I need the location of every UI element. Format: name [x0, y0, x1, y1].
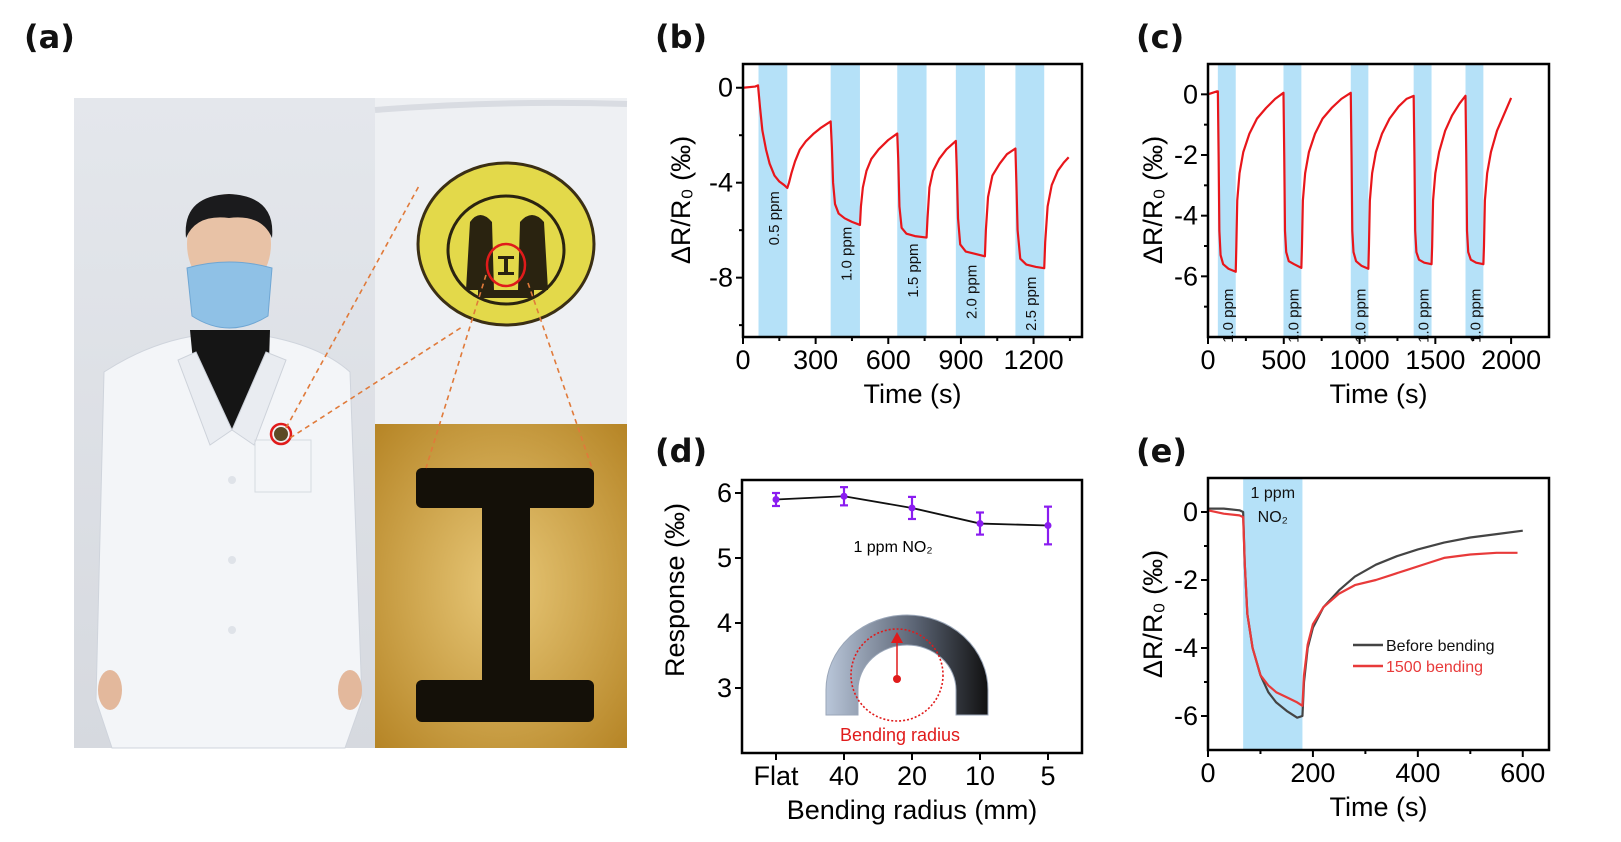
i-beam-zoom-photo: [375, 424, 627, 748]
data-point: [840, 492, 848, 500]
inset-label: Bending radius: [840, 725, 960, 745]
center-dot-icon: [893, 675, 901, 683]
x-axis-label: Time (s): [1330, 379, 1428, 409]
x-tick-label: 600: [866, 345, 911, 375]
y-tick-label: 4: [717, 608, 732, 638]
badge-photo: [374, 98, 628, 424]
bending-circle-icon: [850, 628, 944, 722]
bending-inset: Bending radius: [825, 614, 989, 745]
band-label: 1.0 ppm: [1353, 289, 1370, 343]
x-tick-label: 5: [1040, 761, 1055, 791]
x-axis-label: Time (s): [1330, 792, 1428, 822]
y-tick-label: 6: [717, 478, 732, 508]
series-line: [1207, 90, 1513, 273]
x-tick-label: 10: [965, 761, 995, 791]
y-tick-label: -6: [1174, 701, 1198, 731]
chart-panel-b: 0.5 ppm 1.0 ppm 1.5 ppm 2.0 ppm 2.5 ppm 0 300 6…: [666, 62, 1084, 409]
band-label: 2.5 ppm: [1023, 277, 1040, 331]
annotation-gas: 1 ppm NO₂: [853, 539, 932, 556]
x-tick-label: 40: [829, 761, 859, 791]
bent-sensor-arch-icon: [825, 614, 989, 716]
exposure-band: [955, 64, 985, 337]
zoom-connector-lines: [285, 183, 593, 469]
band-label: 1.5 ppm: [905, 243, 922, 297]
exposure-band: [1350, 64, 1369, 337]
x-tick-label: Flat: [753, 761, 799, 791]
legend-label: Before bending: [1386, 638, 1495, 655]
y-tick-label: 0: [718, 73, 733, 103]
y-axis-label: ΔR/R₀ (‰): [1138, 550, 1168, 678]
x-tick-label: 400: [1395, 758, 1440, 788]
y-axis-label: Response (‰): [660, 503, 690, 677]
data-point: [976, 520, 984, 528]
band-label: 1.0 ppm: [1416, 289, 1433, 343]
axes-frame: [1206, 62, 1551, 339]
y-tick-label: -4: [709, 168, 733, 198]
exposure-band: [1413, 64, 1432, 337]
panel-b-label: (b): [655, 18, 708, 56]
y-tick-label: 0: [1183, 79, 1198, 109]
x-tick-label: 2000: [1481, 345, 1541, 375]
band-label: 1.0 ppm: [1220, 289, 1237, 343]
x-tick-label: 900: [938, 345, 983, 375]
y-tick-label: -2: [1174, 140, 1198, 170]
x-axis-label: Bending radius (mm): [787, 795, 1038, 825]
band-annotation: NO₂: [1258, 509, 1288, 526]
x-tick-label: 1200: [1004, 345, 1064, 375]
chart-panel-e: 1 ppm NO₂ 0 200 400 600 0 -2 -4 -6 Time (s) ΔR/R₀ (…: [1138, 476, 1551, 822]
chart-panel-d: Flat 40 20 10 5 3 4 5 6 Bending radius (mm) Respon…: [660, 478, 1084, 825]
y-tick-label: -2: [1174, 565, 1198, 595]
y-tick-label: 5: [717, 543, 732, 573]
chart-panel-c: 1.0 ppm 1.0 ppm 1.0 ppm 1.0 ppm 1.0 ppm 0 500 1…: [1138, 62, 1551, 409]
y-tick-label: 3: [717, 673, 732, 703]
panel-c-label: (c): [1136, 18, 1185, 56]
badge-highlight-circle: [269, 422, 293, 446]
data-point: [772, 496, 780, 503]
x-tick-label: 1000: [1330, 345, 1390, 375]
panel-e-label: (e): [1136, 432, 1187, 470]
x-tick-label: 300: [793, 345, 838, 375]
series-line: [742, 84, 1070, 270]
x-tick-label: 500: [1261, 345, 1306, 375]
exposure-band: [897, 64, 927, 337]
band-label: 1.0 ppm: [1467, 289, 1484, 343]
exposure-band: [758, 64, 788, 337]
y-axis-label: ΔR/R₀ (‰): [1138, 136, 1168, 264]
series-line-1500-bending: [1207, 509, 1518, 707]
exposure-band: [1243, 478, 1303, 750]
y-tick-label: 0: [1183, 497, 1198, 527]
y-tick-label: -4: [1174, 633, 1198, 663]
band-label: 1.0 ppm: [838, 227, 855, 281]
x-tick-label: 20: [897, 761, 927, 791]
panel-d-label: (d): [655, 432, 708, 470]
exposure-band: [1015, 64, 1045, 337]
y-tick-label: -4: [1174, 201, 1198, 231]
data-point: [1044, 522, 1052, 529]
x-axis-label: Time (s): [864, 379, 962, 409]
exposure-band: [1283, 64, 1302, 337]
person-photo: [74, 98, 375, 749]
panel-a-label: (a): [24, 18, 75, 56]
x-tick-label: 200: [1290, 758, 1335, 788]
band-annotation: 1 ppm: [1251, 485, 1295, 502]
axes-frame: [741, 62, 1084, 339]
y-tick-label: -8: [709, 263, 733, 293]
radius-arrow-icon: [891, 632, 903, 643]
y-tick-label: -6: [1174, 261, 1198, 291]
legend-label: 1500 bending: [1386, 659, 1483, 676]
band-label: 1.0 ppm: [1285, 289, 1302, 343]
x-tick-label: 1500: [1405, 345, 1465, 375]
y-axis-label: ΔR/R₀ (‰): [666, 136, 696, 264]
x-tick-label: 0: [1200, 758, 1215, 788]
exposure-band: [1465, 64, 1484, 337]
legend: Before bending 1500 bending: [1353, 638, 1495, 676]
x-tick-label: 0: [1200, 345, 1215, 375]
data-point: [908, 504, 916, 512]
band-label: 0.5 ppm: [766, 191, 783, 245]
band-label: 2.0 ppm: [963, 265, 980, 319]
x-tick-label: 600: [1500, 758, 1545, 788]
x-tick-label: 0: [735, 345, 750, 375]
